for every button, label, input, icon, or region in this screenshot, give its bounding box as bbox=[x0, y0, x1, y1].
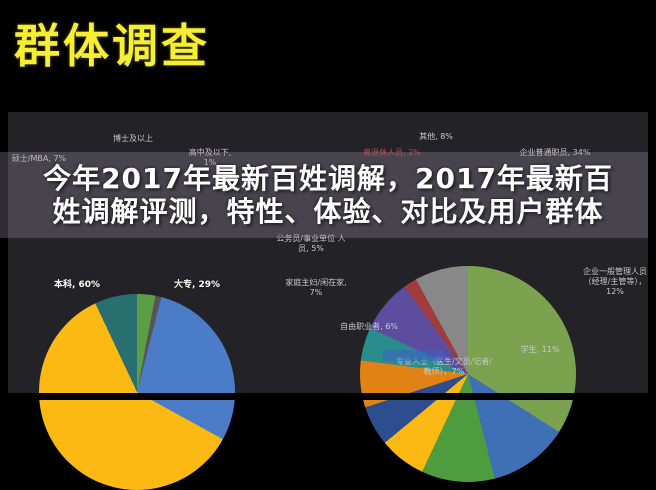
page-title: 群体调查 bbox=[14, 19, 210, 73]
label-phd: 博士及以上 bbox=[113, 134, 153, 143]
bottom-frame-bar bbox=[0, 393, 656, 400]
right-frame-bar bbox=[648, 0, 656, 400]
caption-line-2: 姓调解评测，特性、体验、对比及用户群体 bbox=[52, 195, 604, 228]
caption-overlay: 今年2017年最新百姓调解，2017年最新百 姓调解评测，特性、体验、对比及用户… bbox=[0, 152, 656, 238]
label-student: 学生, 11% bbox=[520, 345, 560, 354]
label-housewife: 家庭主妇/闲在家, 7% bbox=[285, 278, 347, 297]
label-professional: 专业人士（医生/文员/记者/教师），7% bbox=[395, 357, 493, 376]
label-highschool: 高中及以下, 1% bbox=[188, 148, 232, 167]
label-freelancer: 自由职业者, 6% bbox=[340, 322, 398, 331]
label-retired: 离退休人员, 2% bbox=[363, 148, 421, 157]
header-bar: 群体调查 bbox=[0, 0, 656, 92]
chart-panel bbox=[8, 112, 648, 490]
education-pie-chart bbox=[39, 294, 235, 490]
label-college: 大专, 29% bbox=[173, 280, 221, 290]
label-manager: 企业一般管理人员（经理/主管等），12% bbox=[583, 267, 647, 296]
label-other: 其他, 8% bbox=[419, 132, 453, 141]
label-master: 硕士/MBA, 7% bbox=[11, 154, 67, 163]
label-civil-servant: 公务员/事业单位 人员, 5% bbox=[276, 234, 346, 253]
label-bachelor: 本科, 60% bbox=[53, 280, 101, 290]
label-staff: 企业普通职员, 34% bbox=[519, 148, 591, 157]
caption-line-1: 今年2017年最新百姓调解，2017年最新百 bbox=[43, 161, 613, 195]
highlighted-label bbox=[383, 350, 445, 361]
